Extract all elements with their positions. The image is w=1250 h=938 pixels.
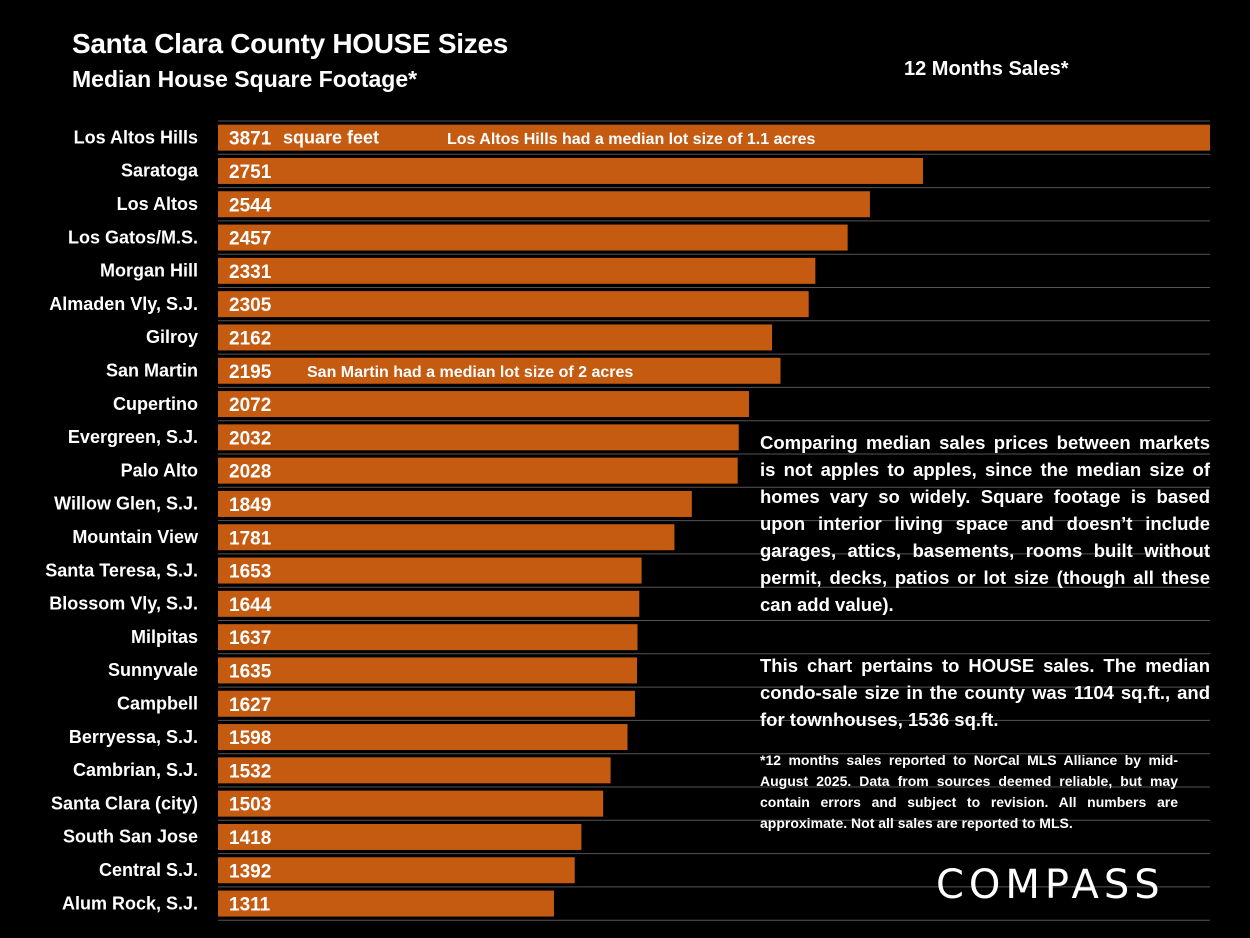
category-label: Morgan Hill (100, 261, 198, 281)
data-label: 1635 (229, 661, 272, 682)
bar (218, 890, 554, 917)
bar (218, 191, 870, 218)
data-label-suffix: square feet (283, 127, 379, 147)
data-label: 1598 (229, 728, 271, 749)
bar (218, 124, 1210, 151)
footnote: *12 months sales reported to NorCal MLS … (760, 752, 1178, 831)
category-label: Palo Alto (121, 460, 198, 480)
category-label: Blossom Vly, S.J. (49, 594, 198, 614)
data-label: 2457 (229, 229, 271, 250)
data-label: 1392 (229, 861, 271, 882)
data-label: 2751 (229, 162, 272, 183)
data-label: 1644 (229, 595, 272, 616)
category-label: Campbell (117, 694, 198, 714)
data-label: 1532 (229, 761, 271, 782)
category-label: Willow Glen, S.J. (54, 494, 198, 514)
bar (218, 724, 628, 751)
data-label: 1418 (229, 828, 271, 849)
chart-subtitle: Median House Square Footage* (72, 66, 418, 92)
data-label: 1627 (229, 695, 271, 716)
data-label: 3871 (229, 129, 272, 150)
category-label: Los Gatos/M.S. (68, 227, 198, 247)
category-label: Milpitas (131, 627, 198, 647)
data-label: 1849 (229, 495, 271, 516)
period-label: 12 Months Sales* (904, 58, 1069, 80)
data-label: 2331 (229, 262, 272, 283)
data-label: 2162 (229, 328, 271, 349)
category-label: Sunnyvale (108, 660, 198, 680)
bar (218, 657, 637, 684)
data-label: 2544 (229, 195, 272, 216)
bar (218, 823, 582, 850)
data-label: 2028 (229, 462, 271, 483)
category-label: Almaden Vly, S.J. (49, 294, 198, 314)
bar (218, 457, 738, 484)
category-label: Cambrian, S.J. (73, 760, 198, 780)
category-label: Santa Teresa, S.J. (45, 560, 198, 580)
bar (218, 490, 692, 517)
data-label: 2072 (229, 395, 271, 416)
bar-annotation: San Martin had a median lot size of 2 ac… (307, 364, 633, 381)
bar (218, 757, 611, 784)
bar (218, 424, 739, 451)
category-label: Saratoga (121, 161, 199, 181)
bar (218, 391, 749, 418)
bar (218, 590, 640, 617)
bar-annotation: Los Altos Hills had a median lot size of… (447, 131, 816, 148)
bar (218, 357, 781, 384)
category-label: San Martin (106, 361, 198, 381)
data-label: 2032 (229, 428, 271, 449)
bar (218, 157, 923, 184)
explanation-paragraph-2: This chart pertains to HOUSE sales. The … (760, 655, 1210, 730)
category-label: South San Jose (63, 827, 198, 847)
category-label: Central S.J. (99, 860, 198, 880)
category-label: Santa Clara (city) (51, 793, 198, 813)
category-label: Mountain View (72, 527, 199, 547)
category-label: Los Altos Hills (74, 127, 198, 147)
data-label: 2195 (229, 362, 272, 383)
data-label: 2305 (229, 295, 272, 316)
category-label: Berryessa, S.J. (69, 727, 198, 747)
category-label: Gilroy (146, 327, 198, 347)
category-label: Cupertino (113, 394, 198, 414)
category-label: Alum Rock, S.J. (62, 893, 198, 913)
compass-logo: COMPASS (936, 862, 1165, 908)
bar (218, 291, 809, 318)
data-label: 1653 (229, 562, 271, 583)
explanation-paragraph-1: Comparing median sales prices between ma… (760, 432, 1210, 615)
category-label: Los Altos (117, 194, 198, 214)
bar (218, 324, 773, 351)
bar (218, 690, 635, 717)
bar (218, 857, 575, 884)
bar (218, 257, 816, 284)
bar (218, 224, 848, 251)
chart-title: Santa Clara County HOUSE Sizes (72, 28, 509, 59)
bar (218, 524, 675, 551)
data-label: 1503 (229, 795, 271, 816)
category-label: Evergreen, S.J. (68, 427, 198, 447)
bar (218, 557, 642, 584)
data-label: 1637 (229, 628, 271, 649)
bar (218, 790, 604, 817)
bar (218, 624, 638, 651)
data-label: 1781 (229, 528, 272, 549)
data-label: 1311 (229, 895, 271, 916)
